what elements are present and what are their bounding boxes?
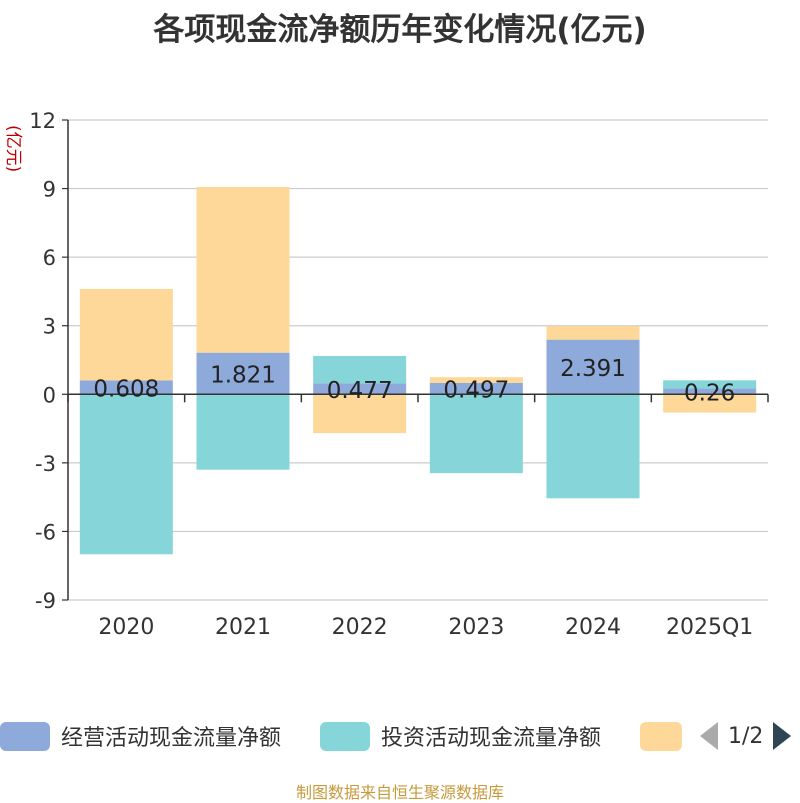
y-tick-label: -9 <box>35 589 56 613</box>
pager-next-icon[interactable] <box>773 722 792 750</box>
axes: 12 9 6 3 0 -3 -6 -9 2020 2021 2022 2023 2024 2025Q1 <box>29 109 769 640</box>
x-tick-label-2023: 2023 <box>448 615 504 640</box>
y-tick-label: -3 <box>35 452 56 476</box>
data-label-2024: 2.391 <box>560 356 626 382</box>
bar-2023-s0 <box>429 382 523 395</box>
bar-groups <box>79 186 757 555</box>
legend-swatch-third-series <box>640 721 682 751</box>
legend-label-operating: 经营活动现金流量净额 <box>61 726 282 751</box>
data-labels: 0.608 1.821 0.477 0.497 2.391 0.26 <box>93 356 735 406</box>
y-tick-label: 3 <box>43 315 56 339</box>
bar-2023-s1 <box>429 394 523 474</box>
pager-text: 1/2 <box>728 723 764 749</box>
legend-item-operating[interactable]: 经营活动现金流量净额 <box>0 714 281 758</box>
y-tick-label: 12 <box>29 109 56 133</box>
x-tick-label-2020: 2020 <box>98 615 154 640</box>
grid-lines <box>68 119 768 601</box>
legend-swatch-investing <box>320 721 370 751</box>
x-tick-label-2021: 2021 <box>215 615 271 640</box>
bar-2021-s2 <box>196 186 290 353</box>
legend-item-third-series[interactable] <box>640 714 682 758</box>
data-label-2021: 1.821 <box>210 362 276 388</box>
bar-2024-s2 <box>546 325 640 340</box>
chart-title: 各项现金流净额历年变化情况(亿元) <box>153 12 647 48</box>
bar-2021-s1 <box>196 394 290 470</box>
bar-2025Q1-s0 <box>663 388 757 395</box>
bar-2020-s0 <box>79 380 173 395</box>
data-label-2022: 0.477 <box>327 378 393 404</box>
x-tick-label-2025Q1: 2025Q1 <box>666 615 753 640</box>
legend-label-investing: 投资活动现金流量净额 <box>381 726 602 751</box>
y-tick-label: 0 <box>43 383 56 407</box>
x-tick-label-2024: 2024 <box>565 615 621 640</box>
bar-2025Q1-s1 <box>663 380 757 389</box>
bar-2025Q1-s2 <box>663 394 757 413</box>
y-tick-label: 6 <box>43 246 56 270</box>
legend: 经营活动现金流量净额 投资活动现金流量净额 1/2 <box>0 714 800 758</box>
bar-2024-s0 <box>546 339 640 395</box>
bar-2022-s2 <box>313 394 407 434</box>
data-source-note: 制图数据来自恒生聚源数据库 <box>295 783 504 802</box>
x-tick-label-2022: 2022 <box>332 615 388 640</box>
pager-prev-icon[interactable] <box>700 722 718 750</box>
legend-pager: 1/2 <box>700 714 792 758</box>
data-label-2025Q1: 0.26 <box>684 380 735 406</box>
bar-2022-s1 <box>313 355 407 384</box>
bar-2020-s1 <box>79 394 173 555</box>
bar-2023-s2 <box>429 377 523 383</box>
legend-swatch-operating <box>0 721 50 751</box>
legend-item-investing[interactable]: 投资活动现金流量净额 <box>320 714 601 758</box>
data-label-2020: 0.608 <box>93 376 159 402</box>
y-tick-label: 9 <box>43 178 56 202</box>
bar-2021-s0 <box>196 352 290 395</box>
y-tick-label: -6 <box>35 520 56 544</box>
data-label-2023: 0.497 <box>443 378 509 404</box>
bar-2024-s1 <box>546 394 640 499</box>
bar-2020-s2 <box>79 288 173 381</box>
bar-2022-s0 <box>313 383 407 395</box>
